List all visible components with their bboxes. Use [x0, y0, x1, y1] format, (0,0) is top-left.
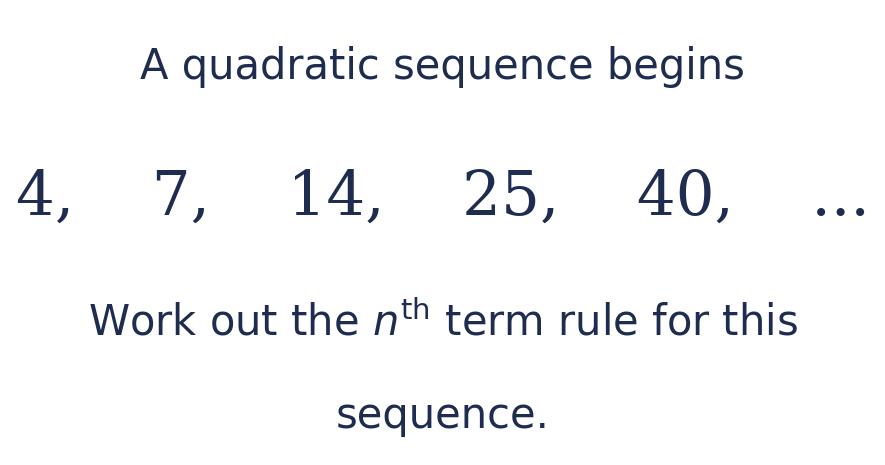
Text: Work out the $n^{\mathrm{th}}$ term rule for this: Work out the $n^{\mathrm{th}}$ term rule… — [88, 302, 797, 345]
Text: A quadratic sequence begins: A quadratic sequence begins — [140, 46, 745, 88]
Text: sequence.: sequence. — [335, 395, 550, 437]
Text: 4,    7,    14,    25,    40,    ...: 4, 7, 14, 25, 40, ... — [16, 168, 869, 227]
